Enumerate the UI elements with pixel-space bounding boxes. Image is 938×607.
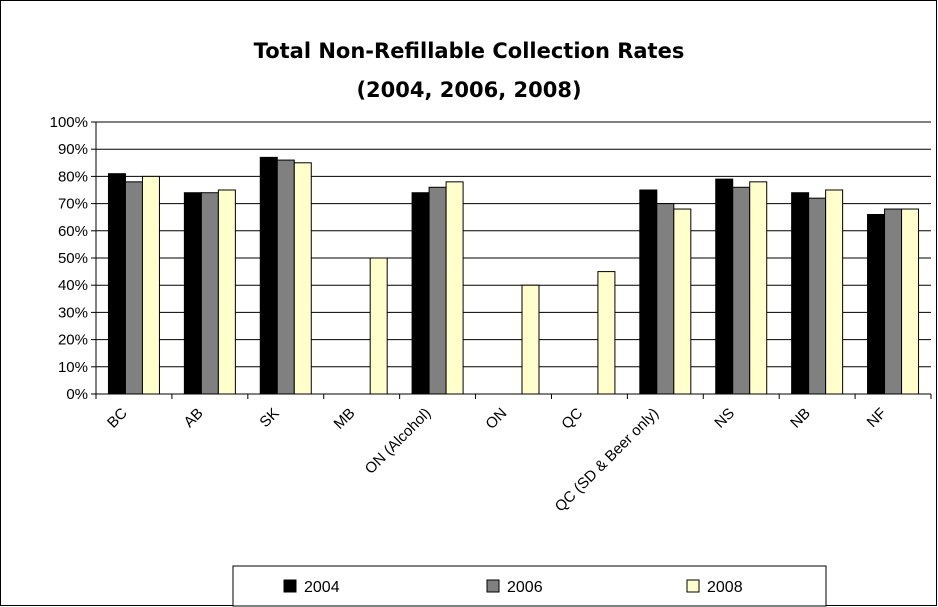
bar-2004-ab [183, 192, 202, 395]
bar-2008-qc-sd-beer-only- [673, 208, 692, 395]
legend-box [232, 565, 827, 607]
y-tick-label: 70% [58, 196, 88, 213]
y-tick-label: 10% [58, 359, 88, 376]
y-tick-label: 100% [50, 114, 88, 131]
bar-2008-on [521, 284, 540, 395]
y-tick-label: 40% [58, 277, 88, 294]
y-tick-label: 80% [58, 168, 88, 185]
x-tick-label: ON (Alcohol) [362, 405, 435, 478]
bar-2006-qc-sd-beer-only- [656, 203, 675, 395]
legend-swatch [486, 579, 500, 593]
bar-2006-ab [200, 192, 219, 395]
bars [107, 156, 920, 395]
bar-2004-nb [791, 192, 810, 395]
chart-subtitle: (2004, 2006, 2008) [356, 78, 581, 102]
chart-title: Total Non-Refillable Collection Rates [254, 39, 685, 63]
y-tick-label: 50% [58, 250, 88, 267]
y-tick-label: 30% [58, 304, 88, 321]
x-tick-label: NF [864, 405, 890, 431]
bar-2008-ab [217, 189, 236, 395]
x-tick-label: MB [331, 405, 359, 433]
bar-2006-ns [732, 186, 751, 395]
x-tick-label: NS [711, 405, 738, 432]
y-tick-label: 20% [58, 332, 88, 349]
legend: 2004 2006 2008 [232, 565, 827, 607]
y-tick-label: 90% [58, 141, 88, 158]
legend-swatch [686, 579, 700, 593]
bar-2004-bc [107, 173, 126, 395]
legend-swatch [283, 579, 297, 593]
y-tick-labels: 0% 10% 20% 30% 40% 50% 60% 70% 80% 90% 100% [50, 114, 88, 403]
bar-2004-qc-sd-beer-only- [639, 189, 658, 395]
legend-label: 2004 [304, 579, 340, 596]
bar-2008-mb [369, 257, 388, 395]
x-tick-label: QC [558, 405, 586, 433]
x-tick-label: NB [787, 405, 814, 432]
bar-2006-sk [276, 159, 295, 395]
y-tick-label: 0% [66, 386, 88, 403]
bar-2004-nf [867, 213, 886, 395]
bar-2008-on-alcohol- [445, 181, 464, 395]
bar-2008-nb [825, 189, 844, 395]
bar-2006-nf [884, 208, 903, 395]
bar-2008-bc [141, 175, 160, 395]
bar-2006-bc [124, 181, 143, 395]
x-tick-label: ON [482, 405, 510, 433]
bar-2004-sk [259, 156, 278, 395]
bar-2008-nf [901, 208, 920, 395]
legend-label: 2006 [507, 579, 543, 596]
bar-2006-nb [808, 197, 827, 395]
bar-2004-on-alcohol- [411, 192, 430, 395]
bar-2004-ns [715, 178, 734, 395]
bar-2008-ns [749, 181, 768, 395]
bar-2008-qc [597, 271, 616, 395]
bar-2006-on-alcohol- [428, 186, 447, 395]
x-tick-label: BC [104, 405, 131, 432]
x-tick-label: SK [256, 405, 282, 431]
y-tick-label: 60% [58, 223, 88, 240]
legend-label: 2008 [707, 579, 743, 596]
bar-2008-sk [293, 162, 312, 395]
x-tick-label: AB [181, 405, 207, 431]
